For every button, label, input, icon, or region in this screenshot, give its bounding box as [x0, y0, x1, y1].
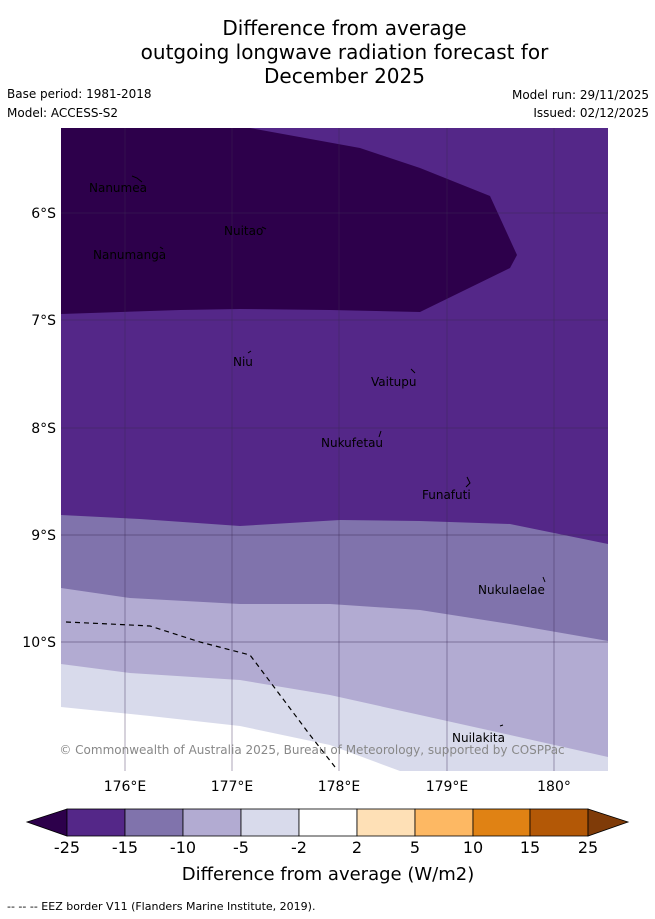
lat-label-7s: 7°S: [31, 313, 56, 329]
colorbar-tick: -2: [291, 838, 307, 857]
graticule: [61, 128, 608, 771]
place-label-niu: Niu: [233, 355, 253, 369]
lon-label-178e: 178°E: [318, 779, 361, 795]
colorbar-tick: 15: [520, 838, 540, 857]
place-label-vaitupu: Vaitupu: [371, 375, 417, 389]
colorbar-tick: 5: [410, 838, 420, 857]
model-text: Model: ACCESS-S2: [7, 106, 119, 120]
place-label-funafuti: Funafuti: [422, 488, 471, 502]
band-plus-minus-2: [61, 707, 400, 771]
place-label-nukufetau: Nukufetau: [321, 436, 383, 450]
place-label-nanumanga: Nanumanga: [93, 248, 166, 262]
colorbar-segment-9: [529, 808, 589, 837]
place-label-nanumea: Nanumea: [89, 181, 147, 195]
colorbar-label: Difference from average (W/m2): [182, 864, 474, 885]
colorbar-tick: -15: [112, 838, 138, 857]
colorbar-ticks: -25 -15 -10 -5 -2 2 5 10 15 25: [54, 838, 598, 857]
colorbar-extend-high: [587, 808, 630, 837]
colorbar-extend-low: [25, 808, 68, 837]
island-nanumanga-outline: [159, 246, 164, 250]
base-period-text: Base period: 1981-2018: [7, 87, 152, 101]
title-line-2: outgoing longwave radiation forecast for: [140, 40, 549, 64]
island-nuilakita-outline: [499, 724, 504, 727]
place-label-nuitao: Nuitao: [224, 224, 263, 238]
chart-title: Difference from average outgoing longwav…: [0, 16, 655, 88]
longitude-labels: 176°E 177°E 178°E 179°E 180°: [104, 779, 571, 795]
lat-label-6s: 6°S: [31, 206, 56, 222]
island-nanumea-outline: [131, 175, 143, 183]
place-label-nuilakita: Nuilakita: [452, 731, 505, 745]
eez-legend-text: -- -- -- EEZ border V11 (Flanders Marine…: [7, 900, 316, 913]
lon-label-180: 180°: [537, 779, 571, 795]
colorbar: [25, 808, 630, 837]
island-funafuti-outline: [465, 476, 471, 488]
colorbar-tick: 10: [463, 838, 483, 857]
colorbar-tick: -5: [233, 838, 249, 857]
lon-label-179e: 179°E: [426, 779, 469, 795]
lon-label-177e: 177°E: [211, 779, 254, 795]
colorbar-segment-4: [240, 808, 300, 837]
island-niu-outline: [247, 350, 252, 354]
colorbar-segment-3: [182, 808, 242, 837]
island-vaitupu-outline: [410, 368, 416, 374]
lat-label-8s: 8°S: [31, 421, 56, 437]
colorbar-segment-1: [66, 808, 126, 837]
anomaly-field: [61, 128, 608, 771]
latitude-labels: 6°S 7°S 8°S 9°S 10°S: [22, 206, 56, 651]
colorbar-tick: 2: [352, 838, 362, 857]
lon-label-176e: 176°E: [104, 779, 147, 795]
title-line-1: Difference from average: [222, 16, 467, 40]
island-nukulaelae-outline: [542, 576, 546, 583]
lat-label-9s: 9°S: [31, 528, 56, 544]
place-labels: Nanumea Nuitao Nanumanga Niu Vaitupu Nuk…: [89, 181, 545, 745]
island-nuitao-outline: [261, 226, 267, 230]
colorbar-tick: 25: [578, 838, 598, 857]
colorbar-segment-6: [356, 808, 416, 837]
island-nukufetau-outline: [378, 430, 382, 438]
colorbar-segment-5: [298, 808, 358, 837]
issued-text: Issued: 02/12/2025: [533, 106, 649, 120]
eez-border-line: [65, 621, 336, 768]
model-run-text: Model run: 29/11/2025: [511, 88, 649, 102]
lat-label-10s: 10°S: [22, 635, 56, 651]
colorbar-tick: -10: [170, 838, 196, 857]
colorbar-segment-2: [124, 808, 184, 837]
copyright-notice: © Commonwealth of Australia 2025, Bureau…: [59, 743, 564, 757]
colorbar-segment-7: [414, 808, 474, 837]
colorbar-tick: -25: [54, 838, 80, 857]
band-below-minus-25: [61, 128, 517, 314]
title-line-3: December 2025: [264, 64, 425, 88]
island-outlines: [131, 175, 546, 727]
place-label-nukulaelae: Nukulaelae: [478, 583, 545, 597]
colorbar-segment-8: [472, 808, 531, 837]
